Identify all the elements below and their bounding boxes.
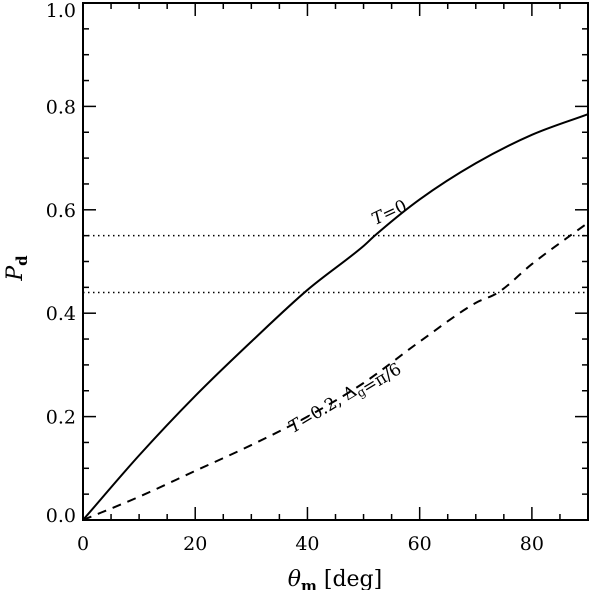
x-tick-label: 20 <box>183 533 207 555</box>
annotations-group: T=0 T=0.2, Δg=π/6 <box>285 196 410 441</box>
reference-lines <box>83 234 588 294</box>
x-tick-label: 80 <box>520 533 544 555</box>
y-tick-label: 0.6 <box>46 200 76 222</box>
tick-labels-group: 0 20 40 60 80 0.0 0.2 0.4 0.6 0.8 1.0 <box>46 0 544 555</box>
y-axis-label-sub: d <box>13 255 31 266</box>
x-axis-label-symbol: θ <box>288 567 301 590</box>
series-line-solid <box>82 113 589 521</box>
x-tick-label: 0 <box>77 533 89 555</box>
y-tick-label: 1.0 <box>46 0 76 22</box>
curve-annotation-1: T=0 <box>369 196 410 230</box>
y-axis-label: Pd <box>3 255 31 282</box>
y-tick-label: 0.4 <box>46 303 76 325</box>
series-group <box>82 113 589 521</box>
curve-annotation-2: T=0.2, Δg=π/6 <box>285 356 405 441</box>
x-tick-label: 60 <box>408 533 432 555</box>
x-tick-label: 40 <box>295 533 319 555</box>
y-axis-label-symbol: P <box>3 265 28 282</box>
x-axis-label: θm [deg] <box>288 567 382 590</box>
x-axis-label-sub: m <box>301 577 317 590</box>
y-tick-label: 0.2 <box>46 407 76 429</box>
series-line-dashed <box>82 221 589 521</box>
x-axis-label-unit: [deg] <box>324 567 382 590</box>
plot-frame <box>82 2 589 521</box>
ticks-group <box>82 2 589 521</box>
y-tick-label: 0.8 <box>46 96 76 118</box>
y-tick-label: 0.0 <box>46 505 76 527</box>
